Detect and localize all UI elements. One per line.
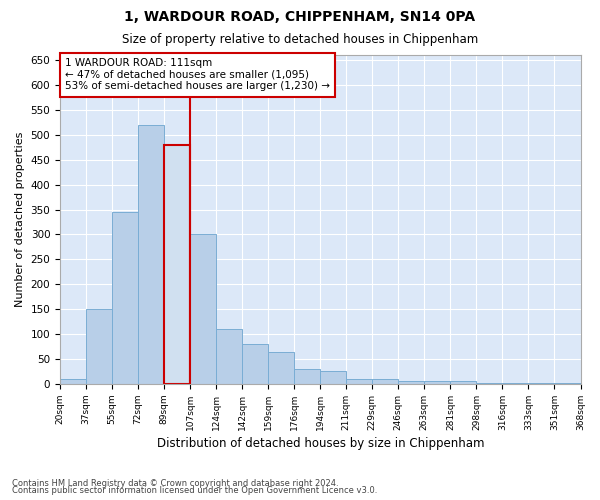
- Bar: [242, 344, 268, 384]
- Bar: [373, 379, 398, 384]
- Bar: [529, 383, 554, 384]
- Bar: [398, 382, 424, 384]
- Text: Contains public sector information licensed under the Open Government Licence v3: Contains public sector information licen…: [12, 486, 377, 495]
- Text: Contains HM Land Registry data © Crown copyright and database right 2024.: Contains HM Land Registry data © Crown c…: [12, 478, 338, 488]
- Bar: [268, 352, 294, 384]
- Bar: [164, 144, 190, 384]
- Bar: [112, 212, 138, 384]
- Bar: [60, 379, 86, 384]
- Bar: [554, 383, 581, 384]
- Text: 1 WARDOUR ROAD: 111sqm
← 47% of detached houses are smaller (1,095)
53% of semi-: 1 WARDOUR ROAD: 111sqm ← 47% of detached…: [65, 58, 330, 92]
- Bar: [476, 383, 502, 384]
- Bar: [320, 372, 346, 384]
- Bar: [190, 234, 216, 384]
- Bar: [451, 382, 476, 384]
- Bar: [86, 309, 112, 384]
- Bar: [424, 382, 451, 384]
- Bar: [294, 369, 320, 384]
- Text: 1, WARDOUR ROAD, CHIPPENHAM, SN14 0PA: 1, WARDOUR ROAD, CHIPPENHAM, SN14 0PA: [124, 10, 476, 24]
- Bar: [138, 125, 164, 384]
- Bar: [502, 383, 529, 384]
- X-axis label: Distribution of detached houses by size in Chippenham: Distribution of detached houses by size …: [157, 437, 484, 450]
- Y-axis label: Number of detached properties: Number of detached properties: [15, 132, 25, 307]
- Bar: [346, 379, 373, 384]
- Text: Size of property relative to detached houses in Chippenham: Size of property relative to detached ho…: [122, 32, 478, 46]
- Bar: [216, 329, 242, 384]
